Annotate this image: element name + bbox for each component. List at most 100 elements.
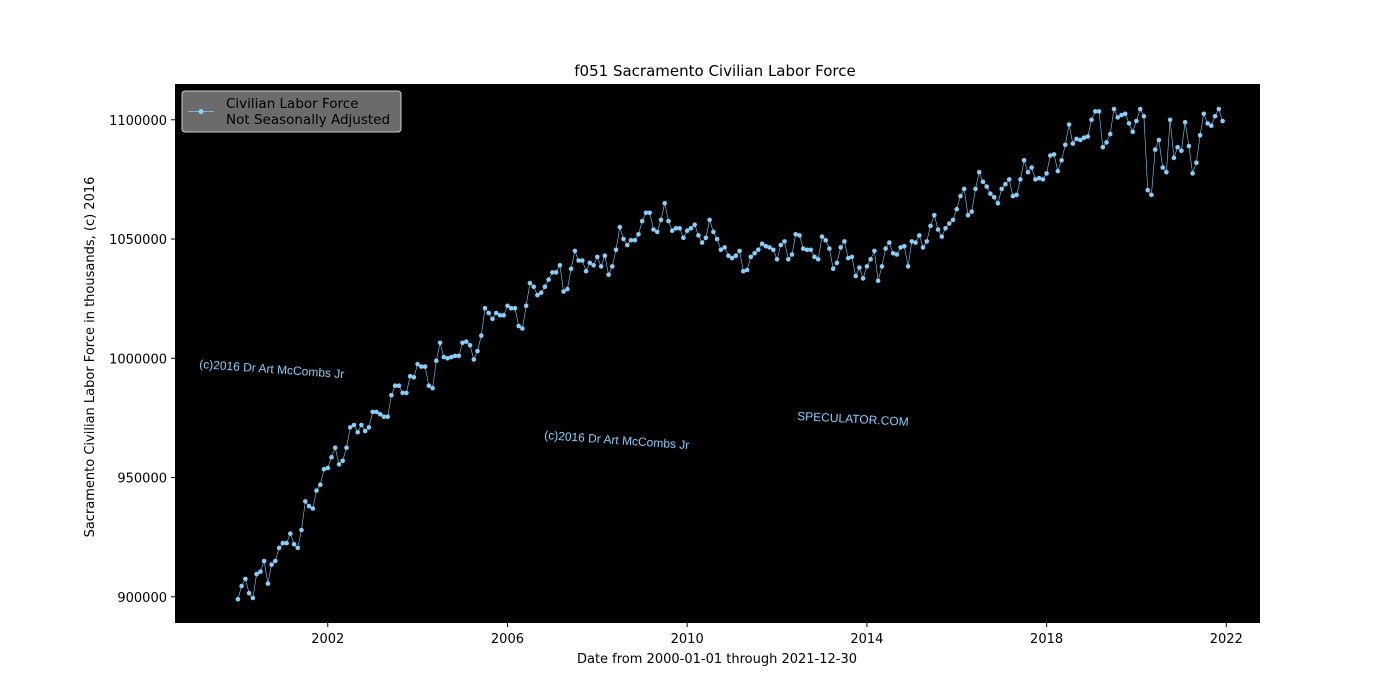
data-point: [508, 305, 514, 311]
data-point: [853, 273, 858, 279]
data-point: [351, 422, 357, 428]
data-point: [389, 392, 394, 398]
data-point: [988, 191, 993, 196]
legend: Civilian Labor Force Not Seasonally Adju…: [181, 90, 402, 133]
data-point: [295, 545, 301, 551]
data-point: [662, 200, 667, 206]
data-point: [636, 232, 641, 237]
data-point: [422, 364, 428, 369]
data-point: [235, 596, 241, 602]
data-point: [456, 353, 462, 359]
data-point: [875, 278, 881, 284]
data-point: [362, 428, 368, 434]
data-point: [329, 454, 334, 460]
data-point: [1205, 121, 1210, 126]
y-tick-label: 1000000: [109, 352, 167, 367]
data-point: [756, 247, 761, 253]
data-point: [415, 361, 420, 367]
data-point: [699, 240, 705, 245]
data-point: [1018, 177, 1023, 182]
x-tick-label: 2002: [311, 632, 344, 647]
data-point: [827, 246, 832, 251]
data-point: [651, 227, 656, 232]
data-point: [464, 339, 469, 344]
data-point: [1119, 112, 1124, 118]
x-tick-label: 2010: [671, 632, 704, 647]
data-point: [924, 239, 930, 244]
data-point: [1115, 115, 1120, 120]
data-point: [475, 348, 480, 354]
data-point: [958, 193, 963, 199]
data-point: [284, 540, 289, 546]
data-point: [269, 562, 274, 567]
chart-title: f051 Sacramento Civilian Labor Force: [574, 62, 855, 80]
data-point: [1055, 168, 1061, 174]
data-point: [359, 422, 364, 428]
legend-entry-line-1: Civilian Labor Force: [226, 96, 359, 112]
data-point: [250, 595, 256, 601]
data-point: [321, 466, 327, 472]
data-point: [479, 333, 484, 338]
data-point: [800, 246, 806, 251]
data-point: [291, 542, 297, 547]
data-point: [729, 255, 735, 261]
data-point: [778, 242, 784, 248]
data-point: [381, 414, 387, 420]
data-point: [561, 289, 566, 294]
data-point: [632, 237, 638, 243]
y-tick-label: 900000: [117, 591, 167, 606]
data-point: [804, 247, 810, 253]
data-point: [385, 414, 391, 420]
data-point: [332, 445, 338, 451]
data-point: [887, 240, 892, 245]
data-point: [864, 264, 870, 269]
data-point: [407, 373, 413, 379]
data-point: [595, 254, 600, 260]
data-point: [505, 303, 510, 309]
data-point: [374, 409, 379, 415]
data-point: [1122, 111, 1128, 117]
data-point: [748, 254, 754, 260]
data-point: [654, 229, 660, 235]
data-point: [531, 284, 536, 290]
data-point: [565, 286, 570, 292]
data-point: [617, 224, 623, 230]
data-point: [490, 316, 495, 322]
data-point: [1126, 121, 1132, 126]
data-point: [580, 258, 585, 263]
data-point: [1111, 106, 1117, 112]
data-point: [752, 251, 757, 256]
data-point: [1194, 160, 1199, 165]
data-point: [774, 257, 780, 262]
data-point: [625, 242, 630, 248]
data-point: [815, 257, 821, 262]
data-point: [797, 233, 802, 238]
data-point: [1137, 106, 1143, 112]
data-point: [265, 581, 271, 586]
plot-area: [175, 84, 1260, 623]
data-point: [426, 383, 432, 389]
data-point: [377, 412, 383, 417]
data-point: [441, 354, 447, 360]
data-point: [845, 255, 851, 261]
data-point: [714, 236, 720, 242]
data-point: [905, 264, 911, 269]
data-point: [449, 354, 454, 360]
data-point: [954, 206, 959, 212]
data-point: [932, 212, 937, 218]
data-point: [576, 258, 581, 263]
data-point: [606, 272, 611, 278]
data-point: [658, 217, 664, 223]
data-point: [1029, 165, 1034, 170]
data-point: [1216, 106, 1222, 112]
data-point: [976, 169, 982, 175]
data-point: [995, 200, 1001, 206]
data-point: [673, 226, 679, 231]
legend-marker-swatch: [198, 108, 204, 115]
data-point: [523, 303, 529, 309]
data-point: [1085, 134, 1091, 139]
data-point: [999, 186, 1004, 192]
data-point: [872, 248, 877, 254]
data-point: [299, 527, 304, 533]
data-point: [613, 247, 619, 253]
